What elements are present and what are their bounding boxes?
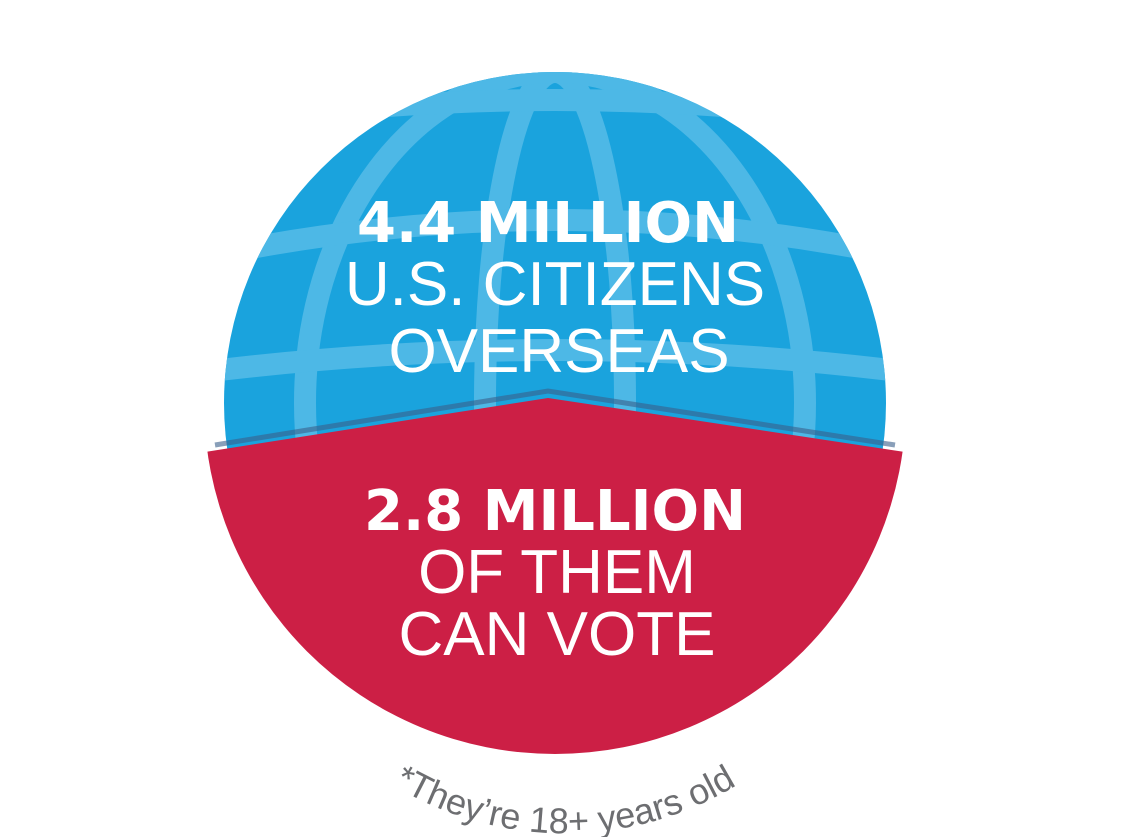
voters-headline: 2.8 MILLION	[364, 479, 746, 544]
age-footnote: *They’re 18+ years old	[389, 756, 741, 837]
citizens-line-2: OVERSEAS	[388, 317, 729, 386]
citizens-line-1: U.S. CITIZENS	[345, 250, 765, 319]
vote-section	[205, 398, 905, 754]
section-divider	[214, 388, 896, 448]
voters-line-1: OF THEM	[418, 538, 696, 607]
voters-line-2: CAN VOTE	[399, 600, 716, 669]
citizens-headline: 4.4 MILLION	[357, 191, 739, 256]
age-footnote-text: *They’re 18+ years old	[389, 756, 741, 837]
